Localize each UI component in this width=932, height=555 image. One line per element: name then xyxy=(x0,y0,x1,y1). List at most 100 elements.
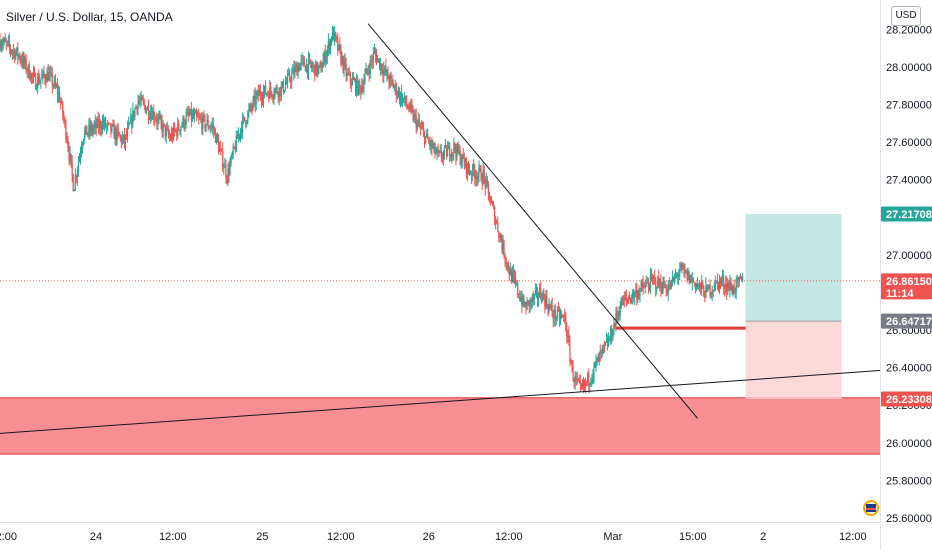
candle-body xyxy=(235,134,237,151)
candle-body xyxy=(408,108,410,110)
candle xyxy=(258,85,260,96)
candle xyxy=(696,276,699,290)
candle xyxy=(663,276,665,289)
candle xyxy=(525,302,527,315)
candle-body xyxy=(6,41,8,43)
candle-body xyxy=(45,80,47,83)
candle-body xyxy=(178,123,180,130)
candle-body xyxy=(237,134,240,139)
candle xyxy=(1,38,3,53)
candle-body xyxy=(717,281,720,289)
candle-body xyxy=(221,148,223,151)
candle xyxy=(253,89,255,108)
candle xyxy=(49,65,51,83)
candle xyxy=(268,90,270,103)
x-tick-label: 24 xyxy=(90,531,102,543)
candle-body xyxy=(709,285,711,296)
candle xyxy=(28,61,30,80)
candle xyxy=(666,284,668,297)
candle xyxy=(352,71,355,81)
candle xyxy=(295,62,297,73)
candle xyxy=(590,377,592,388)
candle xyxy=(363,73,365,95)
candle xyxy=(372,46,374,69)
x-tick-label: 12:00 xyxy=(159,531,187,543)
candle-body xyxy=(369,60,371,75)
candle-body xyxy=(673,276,676,282)
candle-body xyxy=(611,328,613,339)
candle-body xyxy=(110,123,112,132)
candle xyxy=(122,134,124,144)
candle xyxy=(641,279,643,292)
price-badge-label: 26.64717 xyxy=(886,316,932,328)
candle xyxy=(335,31,337,42)
candle xyxy=(603,340,606,353)
candle-body xyxy=(741,276,744,281)
candle-body xyxy=(33,73,36,75)
candle xyxy=(668,277,670,291)
target-zone[interactable] xyxy=(745,214,842,322)
candle-body xyxy=(233,146,235,148)
candle-body xyxy=(339,44,341,49)
ascending-trendline[interactable] xyxy=(0,367,921,434)
candle-body xyxy=(720,280,723,283)
candle xyxy=(420,120,423,131)
candle xyxy=(236,130,238,139)
candle-body xyxy=(223,167,225,169)
candle-body xyxy=(144,105,146,113)
candle-body xyxy=(46,71,48,83)
candle-body xyxy=(549,304,551,308)
candle xyxy=(547,303,549,317)
candle xyxy=(80,140,83,158)
candle-body xyxy=(636,289,638,300)
candle-body xyxy=(148,117,151,119)
candle-body xyxy=(60,101,62,103)
candle-body xyxy=(165,128,167,137)
candle xyxy=(101,115,104,135)
candle-body xyxy=(528,300,530,307)
candle-body xyxy=(205,124,207,128)
candle xyxy=(128,116,130,130)
stop-zone[interactable] xyxy=(745,321,842,399)
candle-body xyxy=(174,127,176,131)
candle-body xyxy=(64,119,66,122)
candle xyxy=(192,107,195,119)
candle xyxy=(338,44,340,52)
candle xyxy=(149,105,152,125)
candle xyxy=(205,124,207,133)
candle xyxy=(685,269,687,274)
candle-body xyxy=(619,308,621,316)
time-axis[interactable] xyxy=(0,522,880,550)
candle xyxy=(735,275,737,300)
candle xyxy=(524,300,526,308)
currency-button[interactable]: USD xyxy=(891,6,921,26)
candle-body xyxy=(135,106,137,109)
candle xyxy=(572,360,574,382)
candle-body xyxy=(41,75,43,79)
candle-body xyxy=(130,116,132,124)
candle xyxy=(546,289,548,309)
candle-body xyxy=(47,71,49,81)
candle xyxy=(558,306,561,327)
candle xyxy=(191,109,194,122)
candle xyxy=(15,49,17,61)
candle-body xyxy=(433,143,435,147)
candle xyxy=(369,55,371,80)
descending-trendline[interactable] xyxy=(367,23,698,419)
candle xyxy=(713,282,715,293)
candle xyxy=(273,87,275,106)
candle-body xyxy=(638,293,640,296)
candle xyxy=(63,110,65,124)
candle-body xyxy=(690,275,692,283)
candle xyxy=(494,205,496,226)
candle xyxy=(215,133,218,145)
candle xyxy=(565,311,567,333)
candle-body xyxy=(80,148,83,154)
candle xyxy=(97,111,99,135)
candle-body xyxy=(579,381,581,385)
candle-body xyxy=(464,158,466,166)
candle xyxy=(527,299,529,306)
support-zone[interactable] xyxy=(0,397,880,455)
